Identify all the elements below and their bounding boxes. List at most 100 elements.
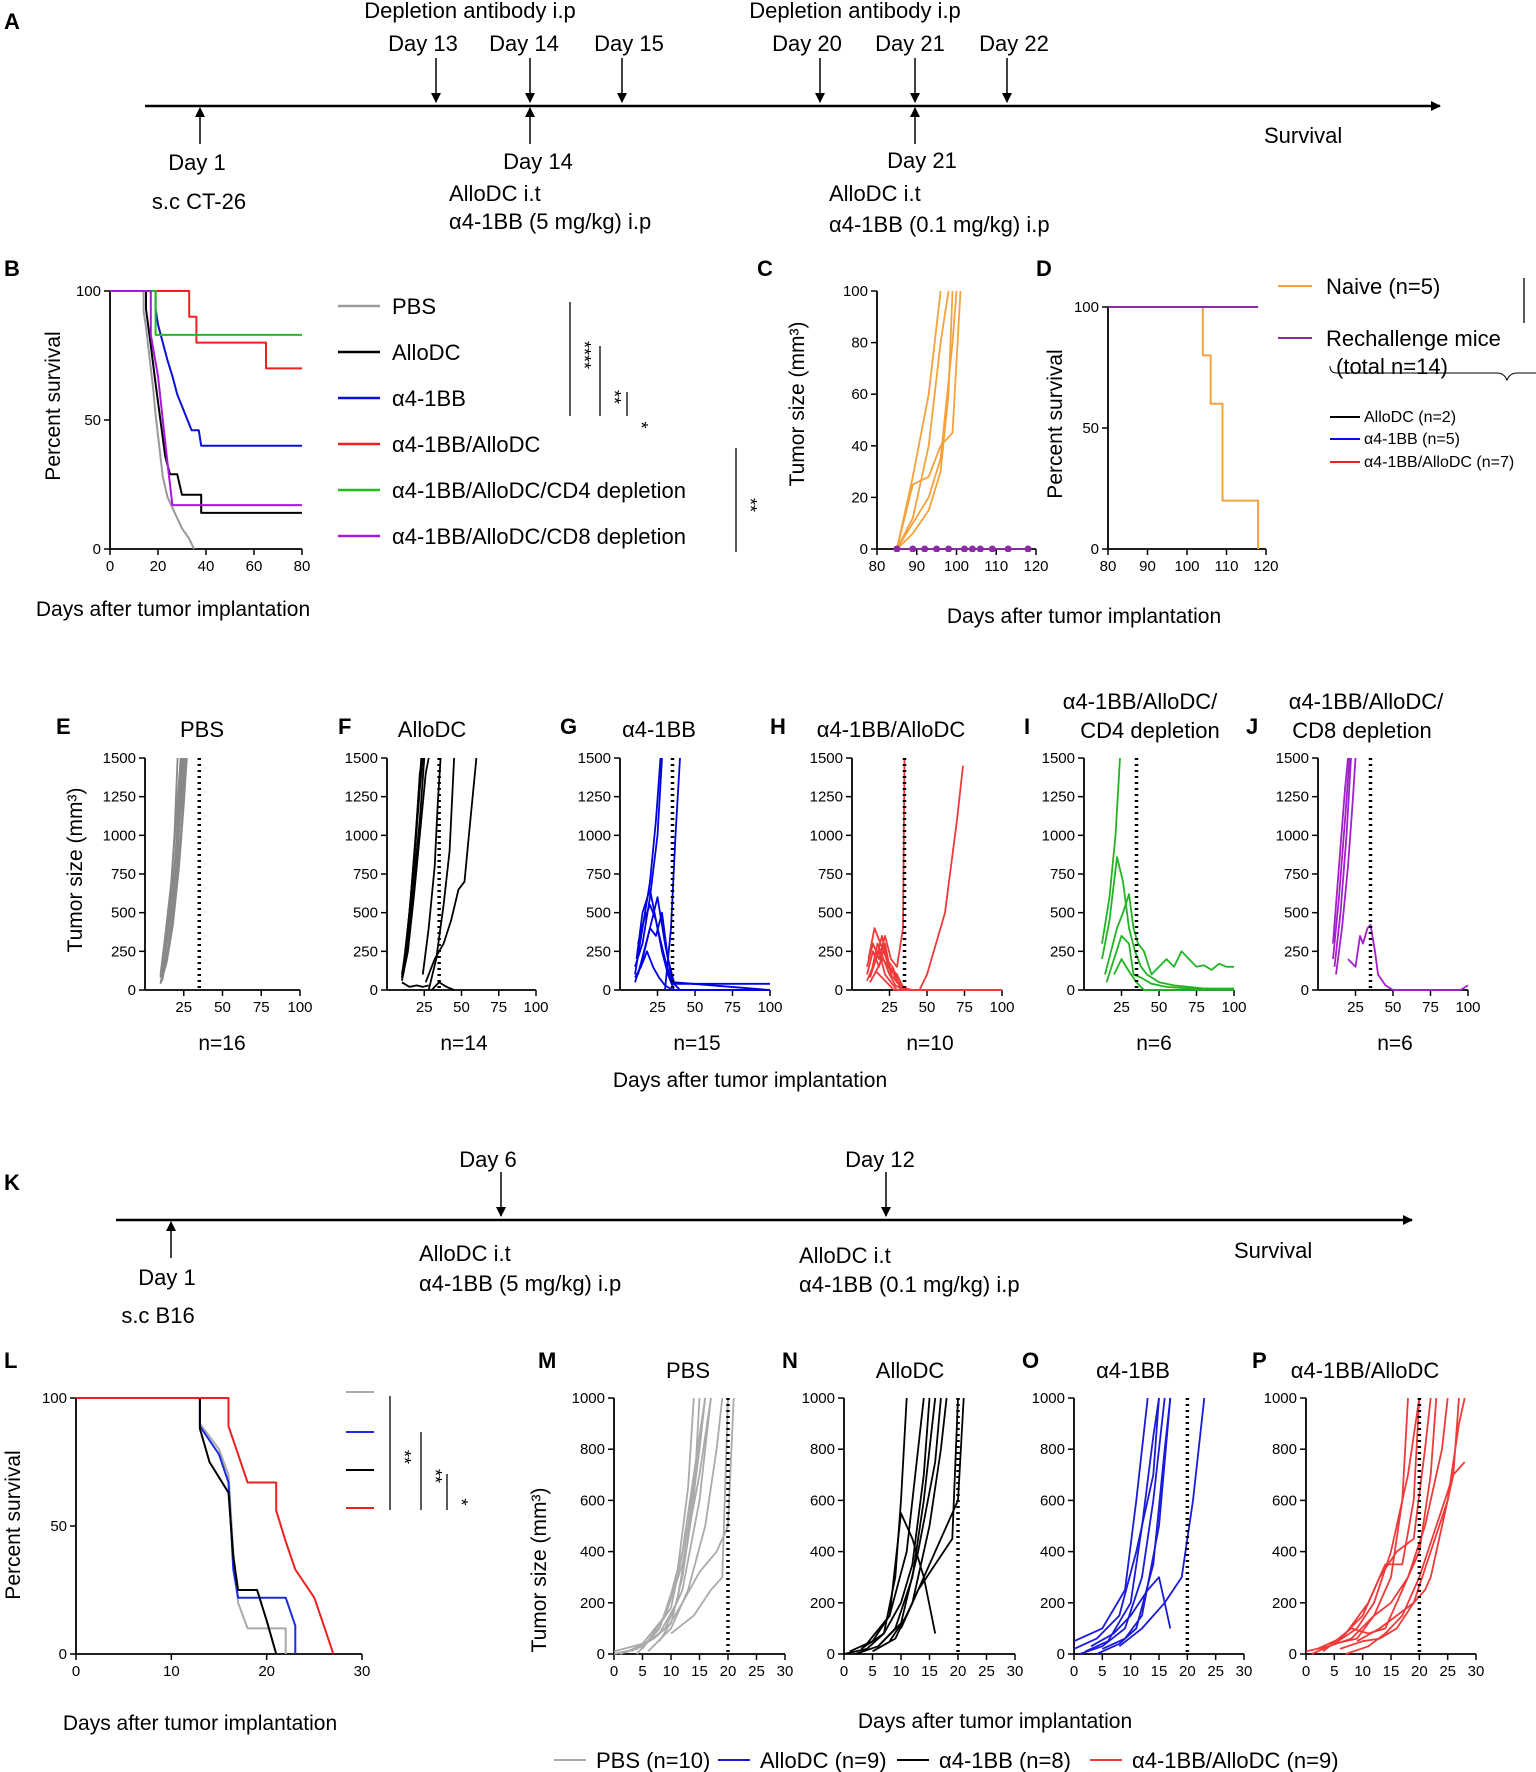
panel-letter-e: E: [56, 714, 71, 739]
panel-m-series-line: [630, 1397, 701, 1653]
panel-letter-a: A: [4, 9, 20, 34]
panel-i-n: n=6: [1136, 1032, 1172, 1055]
bottom-legend-label-pbs: PBS (n=10): [596, 1748, 710, 1772]
panel-o-title: α4-1BB: [1096, 1358, 1170, 1383]
panels-e-j-tumor-growth: Tumor size (mm³) 02505007501000125015002…: [64, 689, 1481, 1092]
panel-e-ytick-label: 750: [111, 866, 136, 883]
panels-e-j-xlabel: Days after tumor implantation: [613, 1069, 887, 1092]
panel-d-xtick-label: 110: [1215, 558, 1239, 575]
panel-g-ytick-label: 1500: [578, 750, 611, 767]
panel-g-xtick-label: 100: [757, 999, 782, 1016]
panel-i-title-2: CD4 depletion: [1080, 718, 1219, 743]
panel-j-ytick-label: 1500: [1276, 750, 1309, 767]
panel-m-xtick-label: 15: [691, 1663, 708, 1680]
day14-top-label: Day 14: [489, 31, 559, 56]
panel-g-series-line: [637, 911, 771, 991]
panel-n-ytick-label: 400: [810, 1544, 835, 1561]
panel-j-series-line: [1335, 757, 1357, 975]
panel-f-xtick-label: 25: [416, 999, 433, 1016]
panel-p-plot: 0 200 400 600 800 1000 0 5 10 15 20 25 30: [1264, 1390, 1485, 1680]
bottom-legend-label-allodc: AlloDC (n=9): [760, 1748, 887, 1772]
panel-b-ylabel: Percent survival: [42, 331, 65, 480]
panel-i-series-line: [1105, 935, 1234, 990]
panel-l-ytick-label: 50: [50, 1518, 67, 1535]
panel-o-series-line: [1118, 1397, 1206, 1648]
panel-c-xtick-label: 100: [944, 558, 969, 575]
panel-i-title-1: α4-1BB/AlloDC/: [1063, 689, 1218, 714]
panel-c-marker: [893, 545, 901, 552]
sc-ct26-label: s.c CT-26: [152, 189, 246, 214]
panel-e-series-line: [161, 757, 188, 980]
panel-c-marker: [968, 545, 976, 552]
depletion-label-2: Depletion antibody i.p: [749, 0, 961, 23]
panel-n-xtick-label: 10: [893, 1663, 910, 1680]
panel-h-ytick-label: 750: [818, 866, 843, 883]
panel-i-series: [1101, 757, 1234, 991]
panel-c-xtick-label: 80: [869, 558, 886, 575]
panel-h-ytick-label: 0: [835, 982, 843, 999]
panel-o-ytick-label: 600: [1040, 1492, 1065, 1509]
panel-o-series-line: [1101, 1397, 1172, 1650]
panel-letter-k: K: [4, 1170, 20, 1195]
panel-e-ytick-label: 1000: [103, 827, 136, 844]
panel-f-ytick-label: 500: [353, 905, 378, 922]
panel-p-xtick-label: 10: [1354, 1663, 1371, 1680]
panel-e-ytick-label: 0: [128, 982, 136, 999]
panel-p-ytick-label: 1000: [1264, 1390, 1297, 1407]
panel-c-marker: [933, 545, 941, 552]
panel-a-timeline: A Depletion antibody i.p Depletion antib…: [4, 0, 1441, 237]
panel-h-series-line: [869, 970, 1002, 991]
day15-label: Day 15: [594, 31, 664, 56]
panel-m-ytick-label: 200: [580, 1595, 605, 1612]
panel-f-ytick-label: 1000: [345, 827, 378, 844]
panel-c-ylabel: Tumor size (mm³): [786, 322, 809, 487]
timeline-a-arrows: [195, 58, 1012, 144]
panel-g-series-line: [634, 950, 770, 991]
panel-o-xtick-label: 15: [1151, 1663, 1168, 1680]
panel-o-xtick-label: 20: [1179, 1663, 1196, 1680]
panel-o-xtick-label: 5: [1098, 1663, 1106, 1680]
panel-c-xtick-label: 120: [1023, 558, 1048, 575]
legend-label-d-a41bb-allodc: α4-1BB/AlloDC (n=7): [1364, 454, 1514, 471]
panel-m-plot: 0 200 400 600 800 1000 0 5 10 15 20 25 30: [572, 1390, 794, 1680]
allodc-it-12: AlloDC i.t: [799, 1243, 891, 1268]
day12-label: Day 12: [845, 1147, 915, 1172]
panel-m-ytick-label: 600: [580, 1492, 605, 1509]
day21-top-label: Day 21: [875, 31, 945, 56]
panel-h-xtick-label: 25: [881, 999, 898, 1016]
panel-letter-n: N: [782, 1348, 798, 1373]
panel-b-series-line: [110, 290, 302, 336]
survival-label-a: Survival: [1264, 123, 1342, 148]
panel-h-ytick-label: 1500: [810, 750, 843, 767]
panel-f-series-line: [427, 757, 455, 991]
panel-i-series-line: [1104, 893, 1234, 976]
panel-m-ytick-label: 400: [580, 1544, 605, 1561]
legend-label-a41bb-allodc: α4-1BB/AlloDC: [392, 432, 541, 457]
panel-j-ytick-label: 250: [1284, 943, 1309, 960]
panel-c-series-line: [896, 290, 962, 550]
panel-f-series-line: [431, 981, 455, 991]
allodc-it-14: AlloDC i.t: [449, 181, 541, 206]
day21-bottom-label: Day 21: [887, 148, 957, 173]
panel-f-xtick-label: 100: [523, 999, 548, 1016]
panel-j-series-line: [1332, 757, 1351, 960]
panel-d-ytick-label: 100: [1074, 299, 1099, 316]
panel-p-xtick-label: 15: [1383, 1663, 1400, 1680]
panel-o-xtick-label: 0: [1070, 1663, 1078, 1680]
panel-l-xtick-label: 0: [72, 1663, 80, 1680]
panel-f-ytick-label: 1500: [345, 750, 378, 767]
panel-f-ytick-label: 1250: [345, 789, 378, 806]
panel-n-ytick-label: 200: [810, 1595, 835, 1612]
panel-c-ytick-label: 60: [851, 386, 868, 403]
antibody-dose-6: α4-1BB (5 mg/kg) i.p: [419, 1271, 621, 1296]
panel-j-ytick-label: 0: [1301, 982, 1309, 999]
panel-d-legend: Naive (n=5) Rechallenge mice (total n=14…: [1278, 274, 1536, 471]
panel-i-series-line: [1101, 757, 1121, 944]
panel-g-xtick-label: 75: [724, 999, 741, 1016]
panel-m-xtick-label: 0: [610, 1663, 618, 1680]
panel-p-xtick-label: 30: [1468, 1663, 1485, 1680]
panel-d-survival: 0 50 100 80 90 100 110 120 Percent survival Day…: [947, 274, 1536, 628]
sig-b-1: ****: [574, 341, 594, 369]
sig-l-1: **: [394, 1450, 414, 1464]
panel-c-marker: [945, 545, 953, 552]
